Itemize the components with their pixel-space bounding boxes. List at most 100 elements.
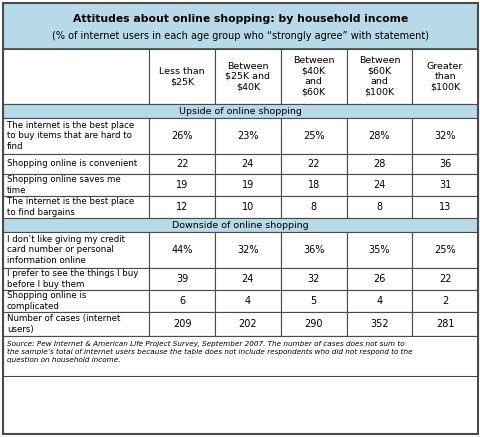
Bar bbox=[346, 118, 411, 154]
Text: 44%: 44% bbox=[171, 245, 192, 255]
Text: 22: 22 bbox=[176, 159, 188, 169]
Bar bbox=[411, 196, 477, 218]
Bar bbox=[215, 49, 280, 104]
Bar bbox=[149, 290, 215, 312]
Bar bbox=[346, 174, 411, 196]
Bar bbox=[215, 312, 280, 336]
Text: Shopping online is
complicated: Shopping online is complicated bbox=[7, 291, 86, 311]
Text: 26%: 26% bbox=[171, 131, 192, 141]
Text: 22: 22 bbox=[307, 159, 319, 169]
Bar bbox=[3, 174, 149, 196]
Bar bbox=[149, 174, 215, 196]
Text: 18: 18 bbox=[307, 180, 319, 190]
Text: Between
$60K
and
$100K: Between $60K and $100K bbox=[358, 56, 399, 97]
Bar bbox=[215, 232, 280, 268]
Bar bbox=[215, 290, 280, 312]
Text: Shopping online saves me
time: Shopping online saves me time bbox=[7, 175, 120, 195]
Text: 39: 39 bbox=[176, 274, 188, 284]
Text: 13: 13 bbox=[438, 202, 450, 212]
Text: 28: 28 bbox=[372, 159, 385, 169]
Bar bbox=[346, 268, 411, 290]
Bar bbox=[280, 290, 346, 312]
Text: Greater
than
$100K: Greater than $100K bbox=[426, 62, 462, 91]
Text: 209: 209 bbox=[173, 319, 191, 329]
Bar bbox=[3, 232, 149, 268]
Text: 290: 290 bbox=[304, 319, 322, 329]
Bar bbox=[346, 196, 411, 218]
Text: 19: 19 bbox=[241, 180, 253, 190]
Text: Number of cases (internet
users): Number of cases (internet users) bbox=[7, 314, 120, 334]
Bar bbox=[149, 154, 215, 174]
Text: 4: 4 bbox=[375, 296, 382, 306]
Bar bbox=[280, 118, 346, 154]
Text: (% of internet users in each age group who “strongly agree” with statement): (% of internet users in each age group w… bbox=[52, 31, 428, 41]
Bar bbox=[3, 49, 149, 104]
Bar bbox=[280, 268, 346, 290]
Bar bbox=[280, 174, 346, 196]
Bar bbox=[149, 118, 215, 154]
Bar bbox=[346, 290, 411, 312]
Text: 352: 352 bbox=[369, 319, 388, 329]
Bar bbox=[3, 290, 149, 312]
Text: 31: 31 bbox=[438, 180, 450, 190]
Bar bbox=[346, 232, 411, 268]
Bar bbox=[411, 290, 477, 312]
Text: 26: 26 bbox=[372, 274, 385, 284]
Bar bbox=[411, 154, 477, 174]
Bar bbox=[411, 268, 477, 290]
Text: 5: 5 bbox=[310, 296, 316, 306]
Text: 6: 6 bbox=[179, 296, 185, 306]
Bar bbox=[3, 218, 477, 232]
Text: I prefer to see the things I buy
before I buy them: I prefer to see the things I buy before … bbox=[7, 269, 138, 289]
Bar bbox=[346, 49, 411, 104]
Text: 23%: 23% bbox=[237, 131, 258, 141]
Text: Less than
$25K: Less than $25K bbox=[159, 67, 204, 86]
Bar bbox=[411, 174, 477, 196]
Bar bbox=[3, 154, 149, 174]
Bar bbox=[215, 196, 280, 218]
Text: 35%: 35% bbox=[368, 245, 389, 255]
Bar bbox=[411, 312, 477, 336]
Text: Upside of online shopping: Upside of online shopping bbox=[179, 107, 301, 115]
Text: 8: 8 bbox=[375, 202, 382, 212]
Text: Downside of online shopping: Downside of online shopping bbox=[172, 221, 308, 229]
Bar bbox=[280, 49, 346, 104]
Bar bbox=[3, 3, 477, 49]
Text: 281: 281 bbox=[435, 319, 454, 329]
Bar bbox=[215, 154, 280, 174]
Text: 19: 19 bbox=[176, 180, 188, 190]
Bar bbox=[149, 268, 215, 290]
Bar bbox=[346, 154, 411, 174]
Bar bbox=[280, 232, 346, 268]
Bar bbox=[280, 154, 346, 174]
Text: 8: 8 bbox=[310, 202, 316, 212]
Text: 2: 2 bbox=[441, 296, 447, 306]
Text: 32%: 32% bbox=[237, 245, 258, 255]
Bar bbox=[3, 118, 149, 154]
Bar bbox=[346, 312, 411, 336]
Text: 24: 24 bbox=[241, 274, 253, 284]
Text: 202: 202 bbox=[238, 319, 257, 329]
Text: 24: 24 bbox=[241, 159, 253, 169]
Text: I don’t like giving my credit
card number or personal
information online: I don’t like giving my credit card numbe… bbox=[7, 235, 125, 265]
Text: Source: Pew Internet & American Life Project Survey, September 2007. The number : Source: Pew Internet & American Life Pro… bbox=[7, 341, 412, 364]
Bar bbox=[149, 49, 215, 104]
Text: 12: 12 bbox=[176, 202, 188, 212]
Bar bbox=[280, 312, 346, 336]
Text: 10: 10 bbox=[241, 202, 253, 212]
Text: Shopping online is convenient: Shopping online is convenient bbox=[7, 160, 137, 169]
Text: 4: 4 bbox=[244, 296, 251, 306]
Bar bbox=[411, 49, 477, 104]
Text: The internet is the best place
to find bargains: The internet is the best place to find b… bbox=[7, 197, 134, 217]
Text: 32%: 32% bbox=[433, 131, 455, 141]
Bar bbox=[149, 232, 215, 268]
Text: 36: 36 bbox=[438, 159, 450, 169]
Text: 25%: 25% bbox=[302, 131, 324, 141]
Text: Attitudes about online shopping: by household income: Attitudes about online shopping: by hous… bbox=[73, 14, 407, 24]
Bar bbox=[215, 174, 280, 196]
Text: 28%: 28% bbox=[368, 131, 389, 141]
Bar bbox=[411, 118, 477, 154]
Text: Between
$25K and
$40K: Between $25K and $40K bbox=[225, 62, 270, 91]
Bar bbox=[411, 232, 477, 268]
Text: 32: 32 bbox=[307, 274, 319, 284]
